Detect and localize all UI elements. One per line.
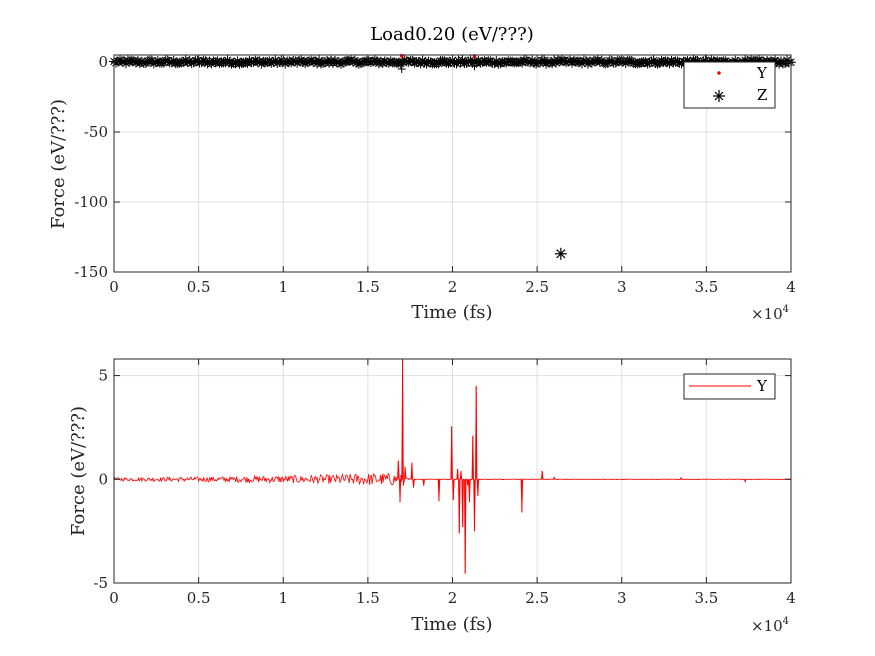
top-x-axis-label: Time (fs) [411, 302, 492, 323]
bottom-legend-label-y: Y [756, 377, 768, 395]
top-y-tick-label: -150 [74, 263, 108, 281]
top-legend: Y Z [683, 61, 776, 109]
top-legend-label-y: Y [756, 64, 768, 82]
top-ticks: 0 0.5 1 1.5 2 2.5 3 3.5 4 -150 -100 -50 0 [74, 53, 795, 296]
top-legend-label-z: Z [757, 86, 767, 104]
top-x-exponent-power: 4 [783, 304, 789, 315]
top-x-tick-label: 1.5 [356, 278, 380, 296]
bottom-axes: 0 0.5 1 1.5 2 2.5 3 3.5 4-505 Time (fs) Force (e… [68, 358, 796, 635]
bottom-ticks: 0 0.5 1 1.5 2 2.5 3 3.5 4-505 [93, 359, 796, 607]
bottom-x-exponent-base: ×10 [751, 617, 783, 635]
bottom-x-tick-label: 0.5 [187, 589, 211, 607]
top-y-tick-label: -100 [74, 193, 108, 211]
z-band-marker-d2 [540, 56, 548, 65]
bottom-x-tick-label: 4 [786, 589, 796, 607]
bottom-x-tick-label: 1.5 [356, 589, 380, 607]
y-series-point [399, 53, 404, 58]
bottom-x-axis-label: Time (fs) [411, 614, 492, 635]
bottom-legend: Y [683, 373, 776, 400]
bottom-x-exponent-power: 4 [783, 616, 789, 627]
bottom-plot-data [113, 358, 792, 574]
bottom-x-exponent: ×104 [751, 616, 789, 635]
y-series-line [113, 358, 792, 574]
top-axes: 0 0.5 1 1.5 2 2.5 3 3.5 4 -150 -100 -50 0 Load0.20 (… [48, 24, 796, 323]
top-x-exponent: ×104 [751, 304, 789, 323]
bottom-x-tick-label: 2.5 [525, 589, 549, 607]
bottom-x-tick-label: 3.5 [694, 589, 718, 607]
z-point-stroke [556, 249, 566, 259]
bottom-y-tick-label: 5 [98, 367, 108, 385]
z-series-point [554, 247, 567, 260]
top-y-tick-label: 0 [98, 53, 108, 71]
top-x-tick-label: 0 [109, 278, 119, 296]
bottom-x-tick-label: 3 [617, 589, 627, 607]
top-x-tick-label: 3.5 [694, 278, 718, 296]
bottom-y-axis-label: Force (eV/???) [68, 406, 89, 536]
top-x-tick-label: 2 [448, 278, 458, 296]
top-x-tick-label: 4 [786, 278, 796, 296]
top-y-tick-label: -50 [84, 123, 108, 141]
top-legend-box [683, 61, 776, 109]
top-y-axis-label: Force (eV/???) [48, 99, 69, 229]
bottom-x-tick-label: 0 [109, 589, 119, 607]
top-x-exponent-base: ×10 [751, 305, 783, 323]
top-x-tick-label: 3 [617, 278, 627, 296]
top-x-tick-label: 2.5 [525, 278, 549, 296]
bottom-x-tick-label: 2 [448, 589, 458, 607]
bottom-x-tick-label: 1 [278, 589, 288, 607]
bottom-y-tick-label: 0 [98, 470, 108, 488]
top-x-tick-label: 1 [278, 278, 288, 296]
bottom-y-tick-label: -5 [93, 574, 108, 592]
legend-dot-marker [717, 71, 721, 75]
top-chart-title: Load0.20 (eV/???) [370, 24, 534, 45]
legend-asterisk-marker [713, 90, 725, 102]
top-x-tick-label: 0.5 [187, 278, 211, 296]
z-band-marker-d2 [315, 56, 323, 65]
